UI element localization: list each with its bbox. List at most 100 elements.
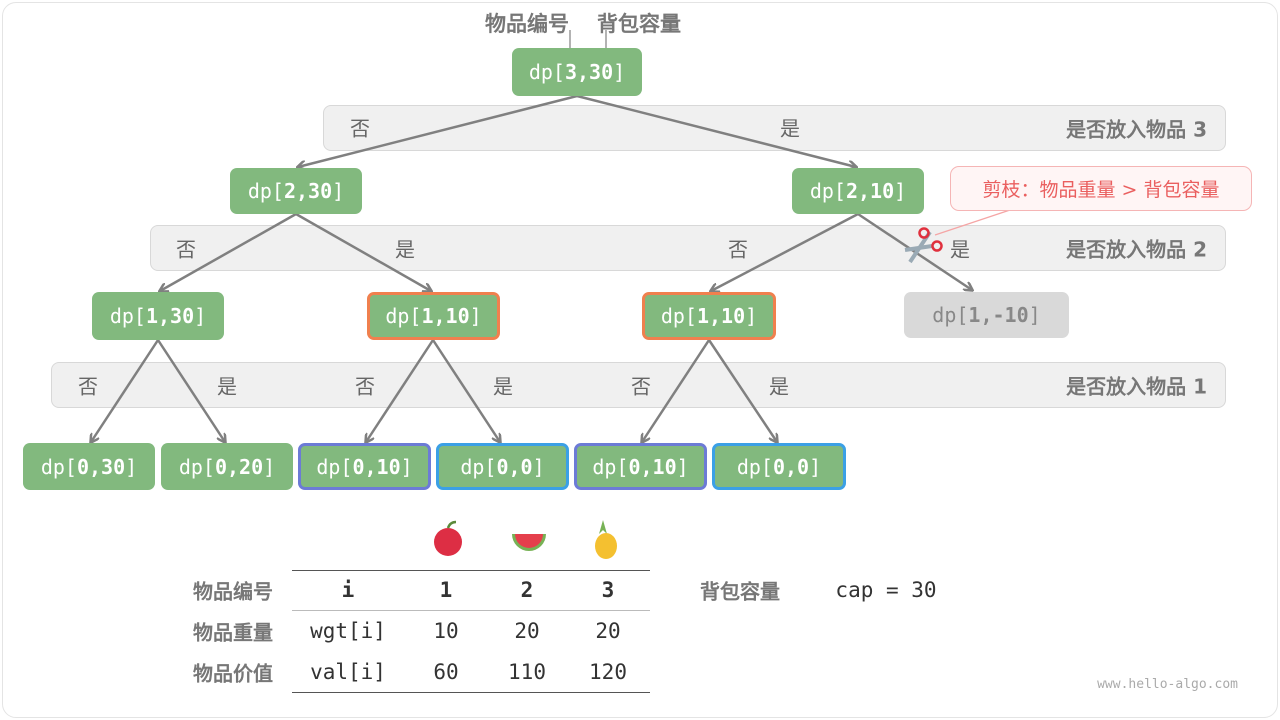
- node-suffix: ]: [469, 304, 482, 328]
- node-prefix: dp[: [109, 304, 146, 328]
- branch-label-no: 否: [350, 116, 370, 141]
- node-suffix: ]: [1028, 303, 1041, 327]
- node-leaf[interactable]: dp[0,10]: [298, 443, 431, 490]
- branch-label-no: 否: [176, 237, 196, 262]
- watermelon-icon: [512, 534, 546, 551]
- edge: [431, 339, 500, 442]
- branch-label-yes: 是: [395, 237, 415, 262]
- callout-pointer: [934, 209, 1011, 236]
- item-number-label: 物品编号: [485, 12, 569, 36]
- node-args: 0,0: [496, 454, 533, 479]
- watermark: www.hello-algo.com: [1097, 677, 1238, 692]
- table-cell: 110: [508, 660, 546, 684]
- table-cell: 120: [589, 660, 627, 684]
- branch-label-yes: 是: [217, 374, 237, 399]
- node-args: 2,10: [845, 179, 895, 203]
- branch-label-no: 否: [355, 374, 375, 399]
- node-prefix: dp[: [385, 304, 422, 328]
- node-prefix: dp[: [809, 179, 846, 203]
- branch-label-no: 否: [631, 374, 651, 399]
- node-overlapping[interactable]: dp[1,10]: [367, 292, 500, 340]
- node-prefix: dp[: [736, 454, 773, 479]
- node-overlapping[interactable]: dp[1,10]: [642, 292, 776, 340]
- branch-label-no: 否: [728, 237, 748, 262]
- node-suffix: ]: [676, 454, 689, 479]
- node-args: 3,30: [564, 60, 614, 84]
- node-suffix: ]: [745, 304, 758, 328]
- branch-label-yes: 是: [769, 374, 789, 399]
- apple-icon: [434, 520, 462, 556]
- table-rule: [292, 610, 650, 611]
- node-suffix: ]: [809, 454, 822, 479]
- edge: [160, 212, 297, 291]
- node-leaf[interactable]: dp[0,10]: [574, 443, 707, 490]
- node-prefix: dp[: [40, 454, 77, 479]
- node-leaf[interactable]: dp[0,0]: [436, 443, 569, 490]
- node-prefix: dp[: [460, 454, 497, 479]
- table-header: 2: [520, 578, 534, 602]
- band-title: 是否放入物品 1: [1066, 374, 1207, 399]
- capacity-title: 背包容量: [700, 579, 780, 604]
- row-label: 物品编号: [193, 579, 273, 604]
- node-args: 0,30: [76, 454, 126, 479]
- branch-label-yes: 是: [780, 116, 800, 141]
- edge: [576, 94, 856, 167]
- band-title: 是否放入物品 2: [1066, 237, 1207, 262]
- edge: [156, 339, 225, 442]
- edge: [298, 94, 578, 167]
- branch-label-yes: 是: [950, 237, 970, 262]
- node-prefix: dp[: [247, 179, 284, 203]
- edge: [91, 339, 160, 442]
- table-cell: 10: [433, 619, 459, 643]
- capacity-label: 背包容量: [597, 12, 681, 36]
- node-prefix: dp[: [592, 454, 629, 479]
- capacity-value: cap = 30: [835, 578, 937, 602]
- node[interactable]: dp[2,10]: [792, 168, 924, 214]
- node-prefix: dp[: [932, 303, 969, 327]
- node-args: 1,30: [145, 304, 195, 328]
- table-header: 1: [439, 578, 453, 602]
- table-cell: 60: [433, 660, 459, 684]
- prune-callout: 剪枝：物品重量 > 背包容量: [950, 166, 1252, 211]
- node-suffix: ]: [125, 454, 138, 479]
- node-suffix: ]: [894, 179, 907, 203]
- node-pruned[interactable]: dp[1,-10]: [904, 292, 1069, 338]
- band-item-3: [323, 105, 1226, 151]
- node-suffix: ]: [263, 454, 276, 479]
- node-args: 0,0: [772, 454, 810, 479]
- row-label: 物品重量: [193, 620, 273, 645]
- node-args: 0,10: [352, 454, 401, 479]
- edge: [707, 339, 777, 442]
- node-leaf[interactable]: dp[0,0]: [712, 443, 846, 490]
- table-cell: wgt[i]: [310, 619, 386, 643]
- table-header: 3: [601, 578, 615, 602]
- edge: [711, 212, 859, 291]
- table-header: i: [341, 578, 355, 602]
- node-prefix: dp[: [316, 454, 353, 479]
- node[interactable]: dp[1,30]: [92, 292, 224, 340]
- node[interactable]: dp[2,30]: [230, 168, 362, 214]
- node-args: 1,-10: [968, 303, 1029, 327]
- table-cell: val[i]: [310, 660, 386, 684]
- node-suffix: ]: [532, 454, 545, 479]
- node-root[interactable]: dp[3,30]: [512, 48, 642, 96]
- table-cell: 20: [595, 619, 621, 643]
- node-args: 1,10: [696, 304, 746, 328]
- node-suffix: ]: [400, 454, 413, 479]
- scissors-icon: [904, 227, 943, 264]
- table-rule: [292, 570, 650, 571]
- node-leaf[interactable]: dp[0,30]: [23, 443, 155, 490]
- edge: [366, 339, 435, 442]
- node-leaf[interactable]: dp[0,20]: [161, 443, 293, 490]
- row-label: 物品价值: [193, 661, 273, 686]
- node-prefix: dp[: [178, 454, 215, 479]
- node-suffix: ]: [332, 179, 345, 203]
- branch-label-no: 否: [78, 374, 98, 399]
- node-args: 0,10: [628, 454, 677, 479]
- node-prefix: dp[: [660, 304, 697, 328]
- node-args: 1,10: [421, 304, 470, 328]
- node-suffix: ]: [613, 60, 626, 84]
- node-args: 0,20: [214, 454, 264, 479]
- pineapple-icon: [595, 520, 617, 559]
